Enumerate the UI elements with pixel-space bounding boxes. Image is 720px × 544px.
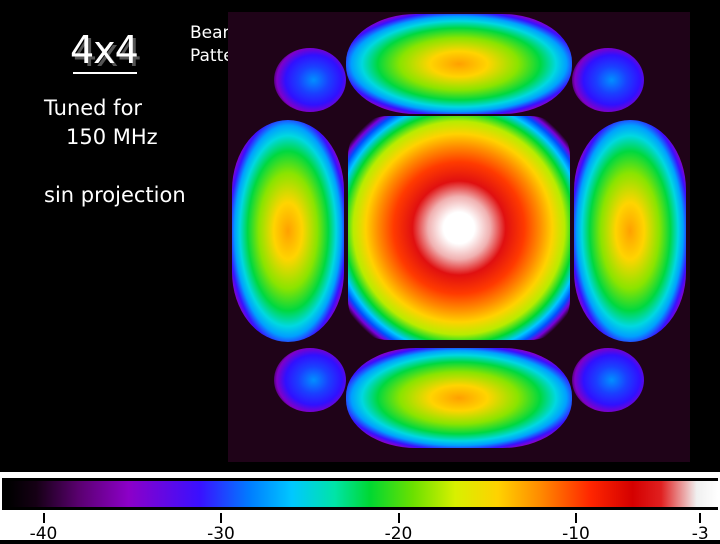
heatmap-panel [228,12,690,462]
heatmap-main-lobe [348,116,570,340]
heatmap-side-lobe-left [232,120,344,342]
heatmap-side-lobe-bottom [346,348,572,448]
colorbar-tick-label: -30 [207,524,235,544]
heatmap-side-lobe-right [574,120,686,342]
heatmap-corner-lobe [274,348,346,412]
tuned-text-line1: Tuned for [44,96,143,120]
projection-text: sin projection [44,183,186,207]
colorbar-tick [220,513,222,523]
colorbar-tick [42,513,45,523]
heatmap-svg [232,14,686,448]
colorbar-tick-label: -20 [384,524,413,544]
heatmap-corner-lobe [572,348,644,412]
heatmap-side-lobe-top [346,14,572,114]
colorbar-tick-label: -3 [691,524,709,544]
colorbar-tick-label: -40 [29,524,58,544]
title-underline [73,72,137,74]
heatmap-corner-lobe [572,48,644,112]
heatmap-corner-lobe [274,48,346,112]
colorbar-tick-label: -10 [562,524,590,544]
slide-title: 4x4 [70,28,139,72]
colorbar [8,481,718,507]
colorbar-tick [699,513,702,523]
colorbar-tick [575,513,577,523]
tuned-text-line2: 150 MHz [66,125,158,149]
colorbar-tick [397,513,400,523]
